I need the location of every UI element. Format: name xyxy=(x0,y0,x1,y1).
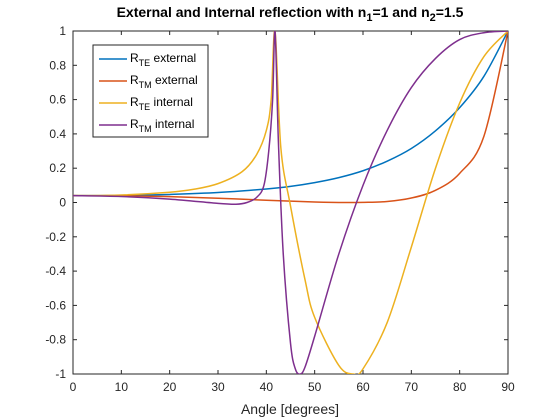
legend-entry: RTM external xyxy=(130,73,198,90)
title-text: =1.5 xyxy=(436,4,464,20)
y-tick-label: 0 xyxy=(59,196,66,210)
y-tick-label: -0.2 xyxy=(45,230,66,244)
y-tick-label: 0.6 xyxy=(49,93,66,107)
legend-entry: RTE external xyxy=(130,51,196,68)
series-group xyxy=(73,31,508,374)
title-text: =1 and n xyxy=(372,4,429,20)
series-line-2 xyxy=(73,31,508,204)
x-tick-label: 90 xyxy=(501,380,515,394)
x-axis-label: Angle [degrees] xyxy=(241,401,339,417)
x-tick-label: 80 xyxy=(453,380,467,394)
legend-entry: RTE internal xyxy=(130,95,193,112)
x-tick-label: 30 xyxy=(211,380,225,394)
x-tick-label: 50 xyxy=(308,380,322,394)
x-tick-label: 70 xyxy=(405,380,419,394)
series-line-1 xyxy=(73,31,508,197)
y-tick-label: 0.8 xyxy=(49,58,66,72)
y-tick-label: -0.4 xyxy=(45,264,66,278)
title-text: External and Internal reflection with n xyxy=(117,4,367,20)
title-subscript: 2 xyxy=(430,12,436,24)
x-tick-label: 0 xyxy=(70,380,77,394)
y-tick-label: -0.8 xyxy=(45,333,66,347)
x-tick-label: 40 xyxy=(260,380,274,394)
y-tick-label: -1 xyxy=(55,367,66,381)
title-subscript: 1 xyxy=(366,12,372,24)
x-tick-label: 10 xyxy=(115,380,129,394)
series-line-4 xyxy=(73,31,508,374)
y-tick-label: 1 xyxy=(59,24,66,38)
chart-title: External and Internal reflection with n1… xyxy=(117,4,464,24)
x-tick-label: 60 xyxy=(356,380,370,394)
legend: RTE external RTM external RTE internal RTM … xyxy=(92,44,209,138)
legend-entry: RTM internal xyxy=(130,117,194,134)
y-tick-label: 0.2 xyxy=(49,161,66,175)
y-tick-label: -0.6 xyxy=(45,298,66,312)
legend-box xyxy=(92,44,209,138)
series-line-3 xyxy=(73,31,508,374)
y-tick-label: 0.4 xyxy=(49,127,66,141)
x-tick-label: 20 xyxy=(163,380,177,394)
